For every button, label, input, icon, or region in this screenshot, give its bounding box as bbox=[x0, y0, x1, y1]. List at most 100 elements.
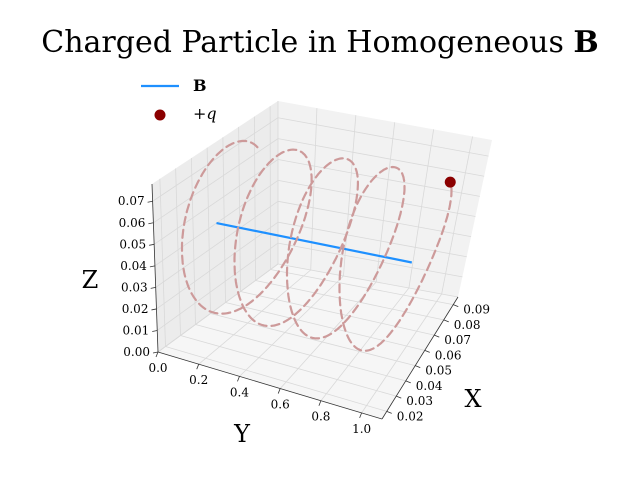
grid-line-x-floor bbox=[210, 313, 416, 367]
x-tick-label: 0.08 bbox=[454, 318, 481, 332]
x-tick-mark bbox=[405, 380, 411, 384]
grid-line-x-left bbox=[222, 137, 226, 303]
z-tick-label: 0.07 bbox=[118, 194, 145, 208]
z-tick-label: 0.04 bbox=[120, 259, 147, 273]
grid-line-z-back bbox=[277, 117, 489, 157]
x-tick-mark bbox=[434, 334, 440, 338]
x-tick-mark bbox=[415, 365, 421, 368]
y-tick-label: 0.6 bbox=[271, 398, 290, 412]
y-tick-label: 0.8 bbox=[311, 410, 330, 424]
x-tick-label: 0.07 bbox=[444, 333, 471, 347]
y-tick-label: 0.0 bbox=[148, 361, 167, 375]
y-tick-label: 0.2 bbox=[189, 373, 208, 387]
grid-line-z-left bbox=[152, 117, 279, 202]
x-tick-mark bbox=[453, 304, 459, 307]
z-tick-mark bbox=[150, 286, 156, 289]
grid-line-y-back bbox=[408, 129, 435, 289]
grid-line-x-floor bbox=[240, 291, 435, 336]
y-tick-label: 1.0 bbox=[352, 422, 371, 436]
z-tick-mark bbox=[147, 200, 153, 203]
grid-line-z-back bbox=[277, 200, 472, 238]
grid-line-y-floor bbox=[320, 287, 410, 401]
x-tick-mark bbox=[424, 350, 430, 353]
charge-point bbox=[444, 176, 456, 188]
grid-line-z-left bbox=[154, 180, 279, 267]
y-axis-line bbox=[157, 351, 383, 420]
x-tick-label: 0.09 bbox=[463, 303, 490, 317]
legend-label: +q bbox=[193, 104, 217, 123]
x-tick-label: 0.04 bbox=[416, 379, 443, 393]
x-axis-label: X bbox=[464, 385, 481, 413]
x-tick-label: 0.03 bbox=[406, 394, 433, 408]
grid-line-x-left bbox=[175, 168, 181, 336]
z-tick-label: 0.01 bbox=[123, 323, 150, 337]
grid-line-y-floor bbox=[198, 269, 311, 365]
x-tick-mark bbox=[443, 319, 449, 323]
grid-line-x-left bbox=[238, 126, 241, 292]
y-tick-mark bbox=[196, 364, 200, 370]
axis-lines: 0.020.030.040.050.060.070.080.090.00.20.… bbox=[118, 183, 490, 436]
x-tick-label: 0.05 bbox=[425, 364, 452, 378]
pane-floor bbox=[158, 264, 458, 419]
chart-title-bold: B bbox=[573, 25, 598, 60]
z-tick-label: 0.02 bbox=[122, 302, 149, 316]
grid-line-x-left bbox=[159, 178, 166, 347]
y-tick-mark bbox=[277, 388, 281, 394]
z-tick-mark bbox=[151, 308, 157, 311]
y-tick-mark bbox=[318, 400, 322, 406]
chart-title: Charged Particle in Homogeneous B bbox=[41, 25, 599, 60]
z-tick-mark bbox=[149, 243, 155, 246]
b-field-line bbox=[216, 222, 413, 264]
plot-area bbox=[180, 139, 456, 352]
y-tick-mark bbox=[237, 376, 240, 382]
x-tick-label: 0.02 bbox=[397, 409, 424, 423]
grid-line-x-floor bbox=[180, 335, 397, 397]
axes-panes bbox=[152, 101, 492, 419]
grid-line-x-floor bbox=[225, 302, 425, 351]
x-tick-label: 0.06 bbox=[435, 348, 462, 362]
axis-labels: X Y Z bbox=[82, 266, 482, 448]
z-tick-mark bbox=[152, 351, 159, 354]
grid-line-z-left bbox=[153, 138, 279, 224]
z-tick-mark bbox=[152, 330, 158, 332]
z-tick-label: 0.00 bbox=[123, 345, 150, 359]
grid-line-y-floor bbox=[239, 275, 344, 377]
grid-line-z-left bbox=[156, 221, 279, 310]
grid-line-y-floor bbox=[361, 293, 442, 414]
grid-line-z-left bbox=[156, 242, 279, 331]
grid-line-z-left bbox=[153, 159, 279, 245]
z-tick-mark bbox=[149, 265, 156, 268]
grid-lines bbox=[152, 101, 489, 414]
y-axis-label: Y bbox=[233, 420, 251, 448]
grid-line-x-floor bbox=[195, 324, 406, 382]
x-tick-mark bbox=[396, 395, 402, 399]
z-tick-label: 0.03 bbox=[121, 280, 148, 294]
x-tick-mark bbox=[386, 411, 392, 414]
y-tick-mark bbox=[359, 412, 363, 419]
legend: B +q bbox=[141, 76, 217, 123]
legend-label: B bbox=[193, 76, 207, 95]
grid-line-y-back bbox=[441, 136, 473, 295]
y-tick-mark bbox=[155, 351, 159, 358]
z-tick-label: 0.05 bbox=[119, 237, 146, 251]
grid-line-z-left bbox=[157, 263, 279, 353]
z-tick-label: 0.06 bbox=[119, 216, 146, 230]
grid-line-z-back bbox=[277, 242, 463, 278]
grid-line-z-left bbox=[155, 200, 279, 288]
z-axis-line bbox=[151, 183, 159, 353]
particle-trajectory-line bbox=[180, 139, 453, 352]
grid-line-z-back bbox=[277, 138, 485, 177]
grid-line-z-back bbox=[277, 263, 459, 298]
z-tick-mark bbox=[148, 222, 154, 225]
y-tick-label: 0.4 bbox=[230, 385, 249, 399]
pane-back bbox=[278, 101, 492, 297]
grid-line-x-floor bbox=[270, 269, 454, 306]
x-axis-line bbox=[381, 296, 459, 420]
z-axis-label: Z bbox=[82, 266, 99, 294]
grid-line-x-floor bbox=[165, 346, 387, 412]
grid-line-z-back bbox=[277, 159, 480, 197]
chart-title-text: Charged Particle in Homogeneous bbox=[41, 25, 573, 60]
grid-line-x-left bbox=[206, 147, 211, 314]
legend-charge-dot bbox=[154, 109, 166, 121]
